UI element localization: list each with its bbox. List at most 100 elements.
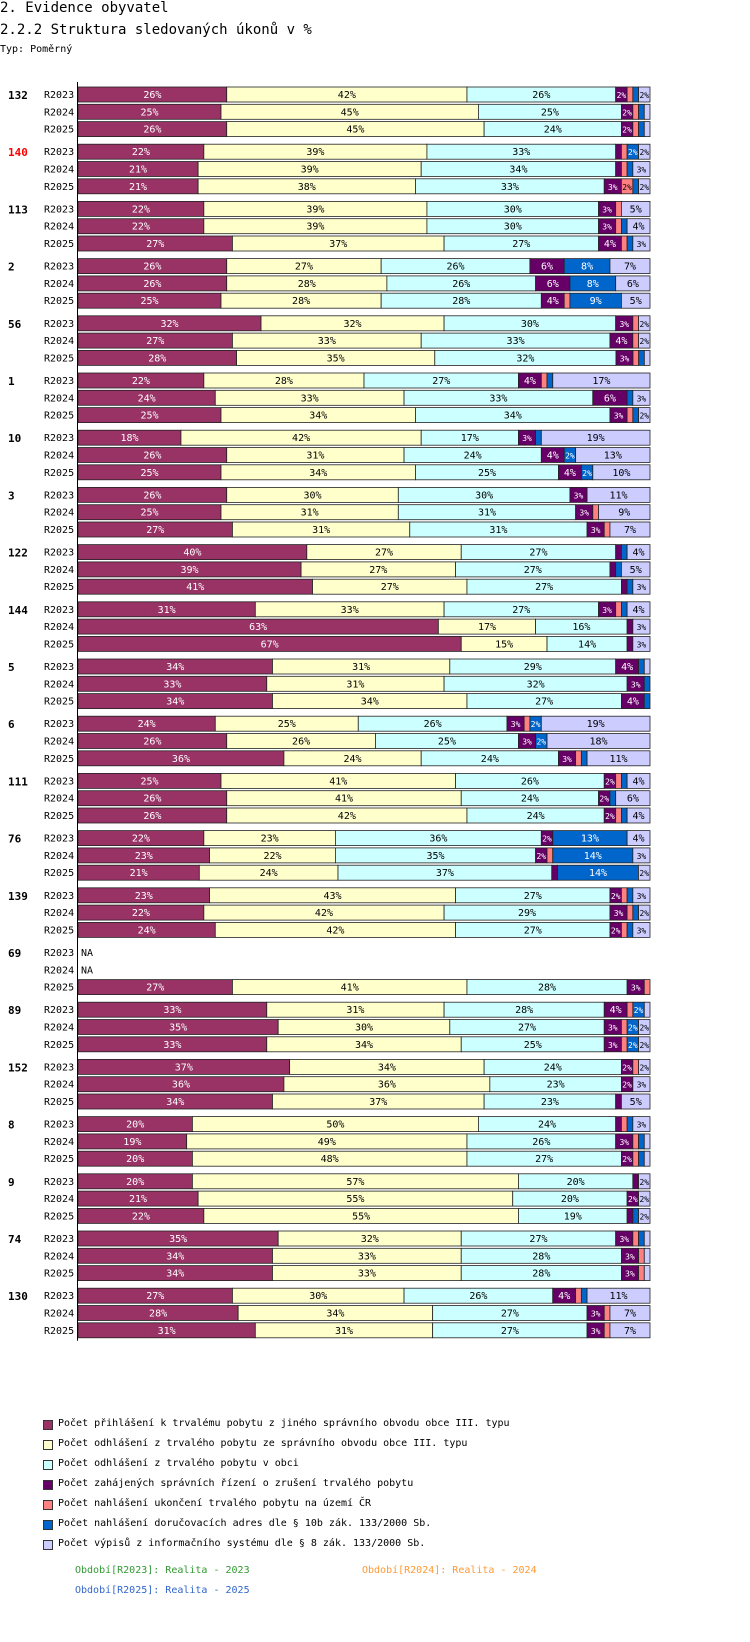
- period-label: R2024: [44, 222, 74, 233]
- bar-segment: [643, 349, 651, 366]
- group-label: 8: [8, 1119, 15, 1132]
- period-label: R2024: [44, 679, 74, 690]
- bar-value-label: 27%: [524, 891, 542, 902]
- bar-value-label: 33%: [163, 679, 181, 690]
- bar-value-label: 24%: [481, 754, 499, 765]
- bar-segment: [626, 830, 651, 846]
- bar-value-label: 21%: [130, 868, 148, 879]
- bar-value-label: 30%: [355, 1023, 373, 1034]
- bar-value-label: 33%: [501, 182, 519, 193]
- bar-value-label: 23%: [541, 1097, 559, 1108]
- bar-segment: [609, 1305, 651, 1321]
- bar-segment: [638, 1150, 645, 1167]
- bar-value-label: 26%: [143, 451, 161, 462]
- period-label: R2025: [44, 754, 74, 765]
- bar-segment: [643, 1150, 651, 1167]
- bar-value-label: 30%: [303, 490, 321, 501]
- bar-segment: [603, 1322, 611, 1339]
- bar-value-label: 39%: [301, 165, 319, 176]
- bar-value-label: 26%: [532, 1137, 550, 1148]
- period-label: R2024: [44, 737, 74, 748]
- bar-value-label: 33%: [341, 605, 359, 616]
- bar-value-label: 14%: [578, 639, 596, 650]
- bar-segment: [632, 349, 640, 366]
- bar-value-label: 36%: [378, 1080, 396, 1091]
- bar-value-label: 2%: [628, 1195, 638, 1204]
- bar-value-label: 26%: [424, 719, 442, 730]
- period-label: R2023: [44, 376, 74, 387]
- legend-label: Počet nahlášení ukončení trvalého pobytu…: [58, 1498, 372, 1509]
- bar-value-label: 3%: [637, 623, 647, 632]
- bar-value-label: 3%: [602, 223, 612, 232]
- bar-value-label: 4%: [615, 336, 627, 347]
- bar-value-label: 29%: [524, 662, 542, 673]
- period-label: R2023: [44, 891, 74, 902]
- period-label: R2023: [44, 204, 74, 215]
- bar-segment: [621, 235, 628, 252]
- bar-value-label: 2%: [531, 720, 541, 729]
- bar-value-label: 25%: [140, 468, 158, 479]
- bar-segment: [638, 178, 651, 195]
- bar-value-label: 4%: [633, 834, 645, 845]
- bar-value-label: 20%: [126, 1177, 144, 1188]
- period-label: R2025: [44, 1097, 74, 1108]
- bar-segment: [626, 904, 634, 921]
- period-label: R2025: [44, 983, 74, 994]
- period-label: R2023: [44, 834, 74, 845]
- bar-value-label: 27%: [146, 239, 164, 250]
- bar-value-label: 2%: [622, 126, 632, 135]
- bar-value-label: 5%: [630, 565, 642, 576]
- bar-value-label: 2%: [634, 1006, 644, 1015]
- bar-value-label: 24%: [138, 393, 156, 404]
- bar-value-label: 27%: [501, 1326, 519, 1337]
- bar-value-label: 31%: [346, 1005, 364, 1016]
- bar-value-label: 17%: [478, 622, 496, 633]
- bar-value-label: 33%: [358, 1251, 376, 1262]
- bar-segment: [643, 1133, 651, 1150]
- bar-segment: [626, 1116, 634, 1132]
- bar-value-label: 3%: [620, 354, 630, 363]
- bar-value-label: 34%: [166, 697, 184, 708]
- group-label: 76: [8, 833, 22, 846]
- bar-value-label: 3%: [637, 1081, 647, 1090]
- bar-value-label: 36%: [172, 754, 190, 765]
- bar-value-label: 31%: [489, 525, 507, 536]
- page-title: 2. Evidence obyvatel: [0, 0, 169, 16]
- bar-segment: [621, 143, 628, 160]
- bar-segment: [632, 1059, 639, 1075]
- period-label: R2024: [44, 451, 74, 462]
- bar-segment: [638, 143, 651, 160]
- bar-value-label: 4%: [627, 697, 639, 708]
- bar-value-label: 21%: [129, 165, 147, 176]
- bar-value-label: 37%: [369, 1097, 387, 1108]
- bar-value-label: 7%: [624, 1326, 636, 1337]
- bar-value-label: 23%: [547, 1080, 565, 1091]
- bar-value-label: 19%: [587, 719, 605, 730]
- period-label: R2023: [44, 262, 74, 273]
- bar-value-label: 2%: [639, 148, 649, 157]
- bar-segment: [626, 578, 634, 595]
- bar-value-label: 3%: [637, 166, 647, 175]
- bar-segment: [638, 1019, 651, 1035]
- period-label: R2023: [44, 90, 74, 101]
- bar-value-label: 25%: [140, 776, 158, 787]
- period-label: R2025: [44, 525, 74, 536]
- bar-segment: [621, 1019, 628, 1035]
- bar-value-label: 9%: [618, 508, 630, 519]
- bar-value-label: 2%: [611, 892, 621, 901]
- bar-value-label: 3%: [608, 1024, 618, 1033]
- na-label: NA: [81, 948, 93, 959]
- bar-value-label: 2%: [582, 469, 592, 478]
- bar-value-label: 21%: [129, 182, 147, 193]
- bar-value-label: 26%: [469, 1291, 487, 1302]
- period-label: R2025: [44, 1326, 74, 1337]
- period-legend-r2025: Období[R2025]: Realita - 2025: [75, 1585, 250, 1596]
- bar-value-label: 34%: [509, 165, 527, 176]
- bar-value-label: 3%: [511, 720, 521, 729]
- bar-segment: [592, 464, 651, 481]
- group-label: 2: [8, 261, 15, 274]
- bar-value-label: 27%: [524, 925, 542, 936]
- bar-value-label: 27%: [529, 548, 547, 559]
- bar-value-label: 2%: [536, 852, 546, 861]
- period-label: R2023: [44, 605, 74, 616]
